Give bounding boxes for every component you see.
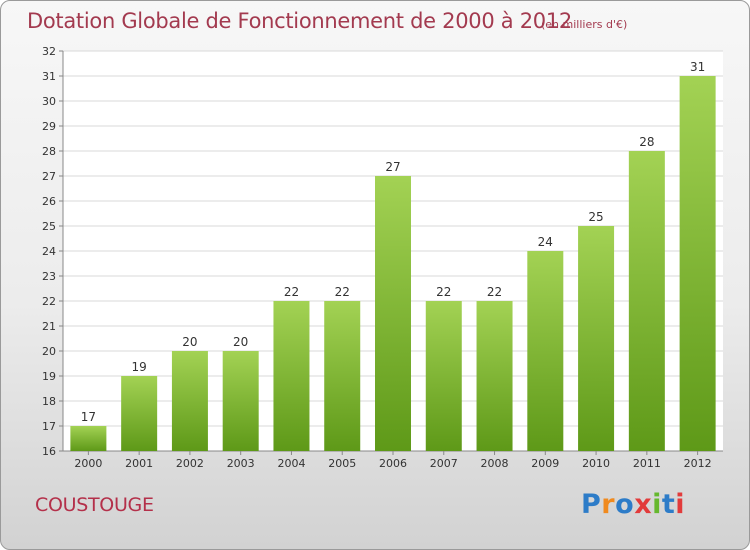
y-tick-label: 18	[42, 395, 56, 408]
bar	[527, 251, 564, 451]
bar	[476, 301, 513, 451]
x-tick-label: 2006	[379, 457, 407, 470]
data-label: 25	[588, 210, 603, 224]
x-tick-label: 2012	[684, 457, 712, 470]
data-label: 22	[436, 285, 451, 299]
data-label: 20	[233, 335, 248, 349]
y-tick-label: 20	[42, 345, 56, 358]
x-tick-label: 2011	[633, 457, 661, 470]
chart-unit: (en milliers d'€)	[541, 18, 628, 31]
proxiti-logo: Proxiti	[581, 489, 685, 520]
bar	[70, 426, 107, 451]
y-tick-label: 23	[42, 270, 56, 283]
logo-letter: P	[581, 489, 602, 520]
data-label: 31	[690, 60, 705, 74]
y-tick-label: 24	[42, 245, 56, 258]
y-tick-label: 31	[42, 70, 56, 83]
bar	[273, 301, 310, 451]
bar	[425, 301, 462, 451]
y-tick-label: 16	[42, 445, 56, 458]
bar	[679, 76, 716, 451]
bar	[578, 226, 615, 451]
data-label: 22	[284, 285, 299, 299]
y-tick-label: 29	[42, 120, 56, 133]
y-tick-label: 30	[42, 95, 56, 108]
data-label: 27	[385, 160, 400, 174]
data-label: 17	[81, 410, 96, 424]
y-tick-label: 25	[42, 220, 56, 233]
x-tick-label: 2009	[531, 457, 559, 470]
bar	[222, 351, 259, 451]
chart-title: Dotation Globale de Fonctionnement de 20…	[27, 9, 572, 33]
y-tick-label: 21	[42, 320, 56, 333]
y-tick-label: 19	[42, 370, 56, 383]
y-tick-label: 27	[42, 170, 56, 183]
data-label: 20	[182, 335, 197, 349]
bar	[375, 176, 411, 451]
y-tick-label: 32	[42, 45, 56, 58]
bar	[121, 376, 158, 451]
x-tick-label: 2010	[582, 457, 610, 470]
y-tick-label: 22	[42, 295, 56, 308]
y-tick-label: 26	[42, 195, 56, 208]
logo-letter: o	[615, 489, 635, 520]
logo-letter: t	[661, 489, 676, 520]
x-tick-label: 2003	[227, 457, 255, 470]
logo-letter: r	[601, 489, 616, 520]
x-tick-label: 2002	[176, 457, 204, 470]
logo-letter: x	[634, 489, 653, 520]
data-label: 22	[487, 285, 502, 299]
y-tick-label: 17	[42, 420, 56, 433]
x-tick-label: 2007	[430, 457, 458, 470]
data-label: 24	[538, 235, 553, 249]
bar	[628, 151, 665, 451]
logo-letter: i	[675, 489, 686, 520]
x-tick-label: 2001	[125, 457, 153, 470]
bar	[171, 351, 208, 451]
logo-letter: i	[652, 489, 662, 520]
x-tick-label: 2004	[277, 457, 305, 470]
y-tick-label: 28	[42, 145, 56, 158]
commune-name: COUSTOUGE	[35, 494, 154, 516]
x-tick-label: 2000	[74, 457, 102, 470]
x-tick-label: 2005	[328, 457, 356, 470]
data-label: 28	[639, 135, 654, 149]
data-label: 19	[132, 360, 147, 374]
data-label: 22	[335, 285, 350, 299]
bar	[324, 301, 361, 451]
x-tick-label: 2008	[481, 457, 509, 470]
